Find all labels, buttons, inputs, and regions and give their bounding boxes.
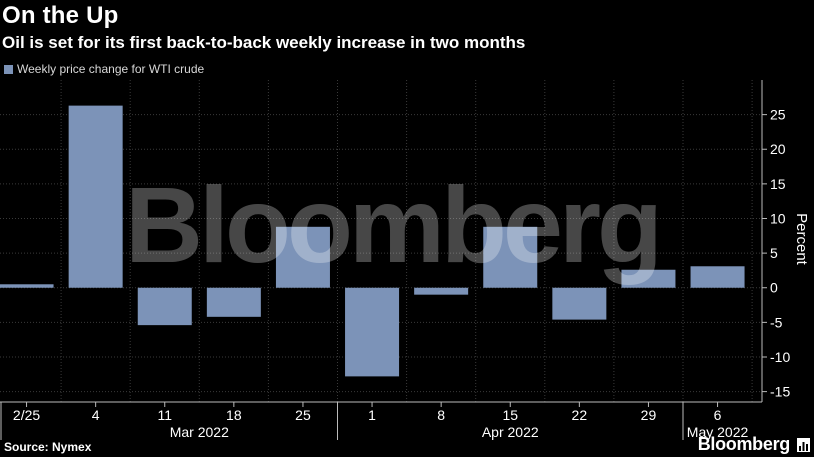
x-tick-label: 4 bbox=[92, 407, 100, 423]
x-tick-label: 18 bbox=[226, 407, 242, 423]
month-label: May 2022 bbox=[687, 424, 749, 440]
x-tick-label: 6 bbox=[714, 407, 722, 423]
bloomberg-chart-icon bbox=[797, 438, 810, 452]
chart-subtitle: Oil is set for its first back-to-back we… bbox=[2, 33, 526, 52]
legend: Weekly price change for WTI crude bbox=[4, 62, 204, 76]
source-note: Source: Nymex bbox=[4, 440, 92, 454]
x-tick-label: 22 bbox=[572, 407, 588, 423]
bar-4 bbox=[275, 226, 330, 288]
y-tick-label: 25 bbox=[770, 107, 786, 123]
bar-9 bbox=[621, 269, 676, 288]
y-tick-label: 20 bbox=[770, 141, 786, 157]
chart-title: On the Up bbox=[2, 2, 119, 29]
y-tick-label: -10 bbox=[770, 349, 790, 365]
x-tick-label: 29 bbox=[641, 407, 657, 423]
bloomberg-watermark: Bloomberg bbox=[125, 164, 659, 285]
x-tick-label: 8 bbox=[437, 407, 445, 423]
bar-5 bbox=[345, 287, 400, 377]
month-label: Apr 2022 bbox=[482, 424, 539, 440]
x-tick-label: 11 bbox=[157, 407, 172, 423]
bar-8 bbox=[552, 287, 607, 320]
bloomberg-logo-text: Bloomberg bbox=[697, 434, 791, 454]
month-label: Mar 2022 bbox=[170, 424, 229, 440]
y-tick-label: -5 bbox=[770, 314, 783, 330]
y-axis-title: Percent bbox=[793, 213, 810, 266]
legend-label: Weekly price change for WTI crude bbox=[17, 62, 205, 76]
bar-3 bbox=[206, 287, 261, 317]
bar-7 bbox=[483, 226, 538, 288]
x-tick-label: 15 bbox=[502, 407, 518, 423]
y-tick-label: 0 bbox=[770, 280, 778, 296]
x-tick-label: 1 bbox=[368, 407, 376, 423]
y-tick-label: 15 bbox=[770, 176, 786, 192]
bar-6 bbox=[414, 287, 469, 295]
y-tick-label: -15 bbox=[770, 384, 790, 400]
y-tick-label: 10 bbox=[770, 210, 786, 226]
x-tick-label: 2/25 bbox=[13, 407, 40, 423]
x-tick-label: 25 bbox=[295, 407, 311, 423]
legend-swatch bbox=[4, 64, 13, 74]
bar-0 bbox=[0, 284, 54, 288]
bar-1 bbox=[68, 105, 123, 288]
bar-10 bbox=[690, 266, 745, 288]
bar-2 bbox=[137, 287, 192, 326]
y-tick-label: 5 bbox=[770, 245, 778, 261]
